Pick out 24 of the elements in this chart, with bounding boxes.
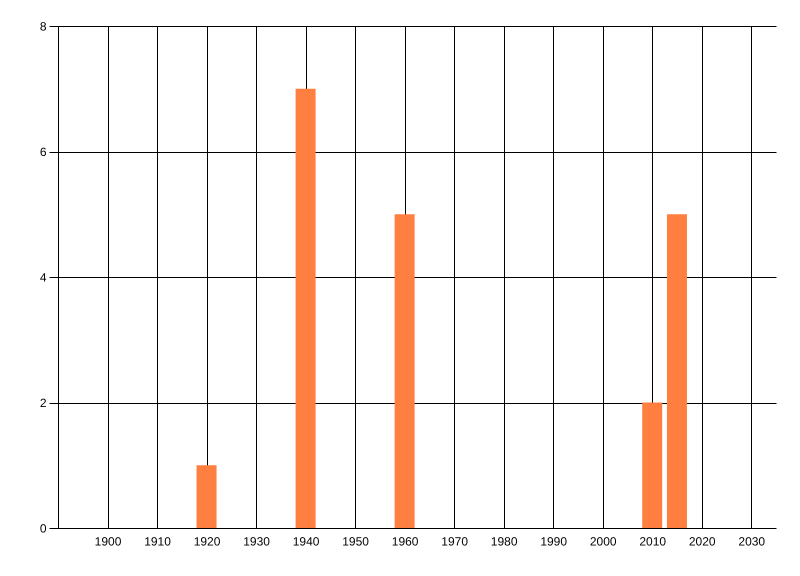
x-tick-label: 1940	[292, 534, 320, 548]
bar	[394, 214, 415, 528]
x-tick-label: 1900	[94, 534, 122, 548]
bar	[642, 402, 662, 528]
bar	[666, 214, 687, 528]
x-tick-label: 2010	[639, 534, 666, 548]
x-tick-label: 1930	[243, 534, 270, 548]
x-tick-label: 1910	[144, 534, 172, 548]
x-tick-label: 1960	[392, 534, 419, 548]
y-tick-label: 0	[40, 522, 47, 536]
x-tick-label: 1980	[490, 534, 518, 548]
bar	[196, 465, 217, 528]
x-tick-label: 1950	[342, 534, 370, 548]
y-tick-label: 6	[40, 145, 47, 159]
x-tick-label: 2020	[688, 534, 716, 548]
x-tick-label: 2030	[738, 534, 766, 548]
y-tick-label: 8	[40, 20, 47, 34]
bar	[296, 88, 316, 528]
x-tick-label: 1990	[540, 534, 568, 548]
x-tick-label: 1920	[194, 534, 221, 548]
y-tick-label: 4	[40, 270, 47, 284]
x-tick-label: 2000	[590, 534, 617, 548]
x-tick-label: 1970	[441, 534, 468, 548]
y-tick-label: 2	[40, 396, 47, 410]
